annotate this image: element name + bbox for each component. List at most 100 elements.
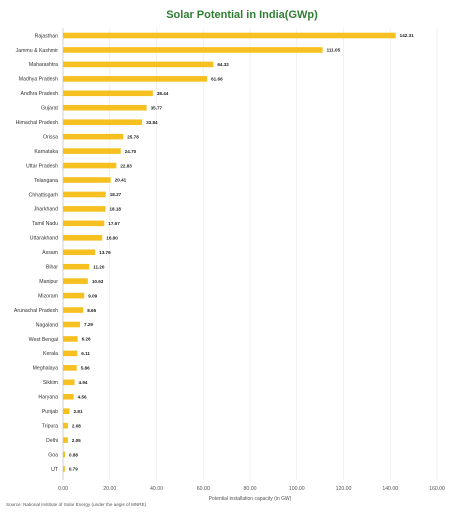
bar (63, 307, 84, 313)
bar (63, 220, 105, 227)
data-label: 25.78 (127, 134, 139, 139)
category-label: Madhya Pradesh (19, 77, 58, 83)
bar (63, 437, 68, 443)
x-tick-label: 140.00 (382, 486, 398, 492)
category-label: Arunachal Pradesh (14, 308, 58, 314)
bar (63, 76, 208, 82)
category-label: Karnataka (34, 149, 58, 155)
bar (63, 235, 103, 241)
category-label: Assam (42, 250, 58, 256)
category-label: Delhi (46, 438, 58, 444)
data-label: 142.31 (400, 33, 414, 38)
x-tick-label: 80.00 (244, 486, 257, 492)
x-tick-label: 160.00 (429, 486, 445, 492)
x-tick-label: 0.00 (58, 486, 68, 492)
bar (63, 350, 78, 357)
data-label: 20.41 (115, 178, 127, 183)
category-label: Goa (48, 452, 58, 458)
category-label: Manipur (39, 279, 58, 285)
data-label: 10.63 (92, 279, 104, 284)
category-label: Tripura (42, 423, 58, 429)
bar (63, 47, 323, 53)
bar (63, 393, 74, 400)
data-label: 33.84 (146, 120, 158, 125)
data-label: 0.88 (69, 452, 78, 457)
data-label: 7.29 (84, 322, 93, 327)
bar (63, 422, 68, 429)
data-label: 6.11 (81, 351, 90, 356)
data-label: 22.83 (120, 163, 132, 168)
data-label: 11.20 (93, 264, 105, 269)
grid-lines (62, 28, 438, 480)
chart-title: Solar Potential in India(GWp) (166, 9, 318, 21)
data-label: 18.27 (110, 192, 122, 197)
bar (63, 263, 90, 270)
bar (63, 206, 106, 212)
bar (63, 133, 124, 140)
data-label: 16.80 (106, 236, 118, 241)
bars (63, 32, 396, 472)
bar (63, 177, 111, 183)
bar (63, 90, 153, 97)
category-label: Tamil Nadu (32, 221, 58, 227)
data-label: 8.65 (87, 308, 96, 313)
category-label: Himachal Pradesh (16, 120, 58, 126)
bar (63, 104, 147, 111)
category-label: West Bengal (29, 337, 58, 343)
category-label: Uttar Pradesh (26, 163, 58, 169)
data-label: 2.05 (72, 438, 81, 443)
category-label: Uttarakhand (30, 236, 58, 242)
category-label: Sikkim (43, 380, 58, 386)
data-label: 17.67 (108, 221, 120, 226)
data-label: 5.86 (81, 366, 90, 371)
category-label: Telangana (34, 178, 58, 184)
category-label: Punjab (42, 409, 58, 415)
data-label: 24.70 (125, 149, 137, 154)
category-label: Kerala (43, 351, 58, 357)
bar (63, 249, 96, 256)
category-label: Orissa (43, 134, 58, 140)
bar (63, 148, 121, 154)
data-label: 64.32 (217, 62, 229, 67)
category-label: Mizoram (38, 293, 58, 299)
data-label: 9.09 (88, 293, 97, 298)
x-axis-title: Potential installation capacity (in GW) (209, 496, 292, 502)
bar (63, 451, 66, 458)
data-label: 18.18 (109, 207, 121, 212)
category-labels: Rajasthan Jammu & Kashmir Maharashtra Madhy… (14, 33, 59, 473)
bar (63, 191, 106, 198)
bar (63, 408, 70, 414)
data-label: 0.79 (69, 467, 78, 472)
category-label: Gujarat (41, 106, 59, 112)
data-label: 4.56 (78, 394, 87, 399)
x-tick-label: 40.00 (150, 486, 163, 492)
data-label: 13.76 (99, 250, 111, 255)
data-label: 111.05 (327, 48, 341, 53)
value-labels: 142.31 111.05 64.32 61.66 38.44 35.77 33.84 25.… (69, 33, 414, 472)
bar (63, 119, 143, 125)
category-label: Jammu & Kashmir (16, 48, 59, 54)
data-label: 38.44 (157, 91, 169, 96)
data-label: 2.08 (72, 423, 81, 428)
category-label: Andhra Pradesh (21, 91, 59, 97)
bar (63, 292, 85, 299)
category-label: Chhattisgarh (29, 192, 59, 198)
category-label: Haryana (38, 395, 58, 401)
category-label: Jharkhand (34, 207, 58, 213)
x-tick-label: 20.00 (103, 486, 116, 492)
bar (63, 61, 214, 68)
category-label: Bihar (46, 265, 58, 271)
data-label: 4.94 (79, 380, 88, 385)
data-label: 2.81 (74, 409, 83, 414)
source-note: Source: National Institute of Solar Ener… (6, 502, 147, 507)
bar (63, 162, 117, 169)
category-label: Meghalaya (33, 366, 58, 372)
data-label: 35.77 (151, 105, 163, 110)
x-tick-label: 60.00 (197, 486, 210, 492)
x-tick-label: 100.00 (289, 486, 305, 492)
bar (63, 365, 77, 371)
bar (63, 466, 65, 472)
bar (63, 336, 78, 342)
category-label: Nagaland (36, 322, 58, 328)
category-label: UT (51, 467, 59, 473)
